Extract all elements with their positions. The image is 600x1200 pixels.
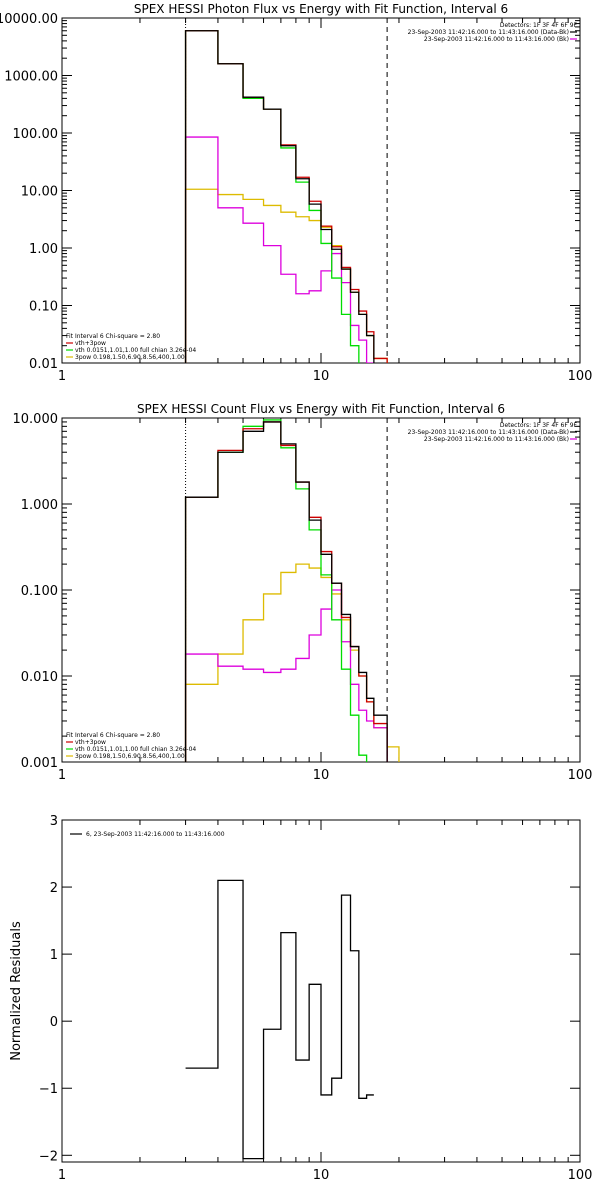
legend-text: Fit Interval 6 Chi-square = 2.80: [66, 732, 160, 739]
annotation-text: 23-Sep-2003 11:42:16.000 to 11:43:16.000…: [424, 36, 569, 43]
y-tick-label: 0.10: [29, 300, 58, 315]
y-tick-label: 10.000: [13, 412, 59, 427]
y-tick-label: 0: [50, 1015, 58, 1030]
y-tick-label: 0.001: [21, 756, 58, 771]
y-tick-label: 1.000: [21, 498, 58, 513]
annotation-text: 23-Sep-2003 11:42:16.000 to 11:43:16.000…: [424, 436, 569, 443]
chart-title: SPEX HESSI Photon Flux vs Energy with Fi…: [134, 2, 508, 16]
x-tick-label: 10: [313, 768, 330, 783]
series-line: [184, 30, 375, 363]
y-axis-label: Normalized Residuals: [9, 921, 24, 1061]
x-tick-label: 10: [313, 1168, 330, 1183]
annotation-text: Detectors: 1F 3F 4F 6F 9F: [500, 422, 578, 429]
series-line: [184, 136, 375, 363]
chart-title: SPEX HESSI Count Flux vs Energy with Fit…: [137, 402, 505, 416]
y-tick-label: 10000.00: [0, 12, 58, 27]
x-tick-label: 1: [58, 369, 66, 384]
legend-text: vth+3pow: [75, 739, 106, 746]
y-tick-label: 1000.00: [4, 70, 58, 85]
series-line: [184, 188, 388, 363]
series-line: [184, 421, 388, 762]
y-tick-label: 3: [50, 814, 58, 829]
y-tick-label: 0.100: [21, 584, 58, 599]
y-tick-label: 1.00: [29, 242, 58, 257]
y-tick-label: 2: [50, 881, 58, 896]
annotation-text: 23-Sep-2003 11:42:16.000 to 11:43:16.000…: [408, 29, 569, 36]
y-tick-label: 0.01: [29, 357, 58, 372]
y-tick-label: −2: [39, 1149, 58, 1164]
legend-text: Fit Interval 6 Chi-square = 2.80: [66, 333, 160, 340]
legend-text: vth+3pow: [75, 340, 106, 347]
y-tick-label: 100.00: [13, 127, 59, 142]
series-line: [184, 421, 388, 762]
series-group: [184, 30, 388, 363]
legend-text: 3pow 0.198,1.50,6.90,8.56,400,1.00: [75, 354, 185, 361]
x-tick-label: 1: [58, 768, 66, 783]
y-tick-label: 0.010: [21, 670, 58, 685]
legend-text: 3pow 0.198,1.50,6.90,8.56,400,1.00: [75, 753, 185, 760]
series-group: [184, 419, 400, 762]
annotation-text: Detectors: 1F 3F 4F 6F 9F: [500, 22, 578, 29]
series-line: [184, 30, 388, 363]
plot-frame: [61, 17, 581, 364]
x-tick-label: 100: [568, 369, 593, 384]
series-line: [184, 30, 360, 363]
series-group: [185, 879, 374, 1160]
x-tick-label: 100: [568, 1168, 593, 1183]
y-tick-label: −1: [39, 1082, 58, 1097]
series-line: [184, 563, 400, 762]
x-tick-label: 10: [313, 369, 330, 384]
legend-text: vth 0.0151,1.01,1.00 full chian 3.26e-04: [75, 347, 196, 354]
plot-frame: [61, 417, 581, 763]
y-tick-label: 1: [50, 948, 58, 963]
legend-text: 6, 23-Sep-2003 11:42:16.000 to 11:43:16.…: [86, 831, 225, 838]
legend-text: vth 0.0151,1.01,1.00 full chian 3.26e-04: [75, 746, 196, 753]
series-line: [184, 589, 388, 762]
annotation-text: 23-Sep-2003 11:42:16.000 to 11:43:16.000…: [408, 429, 569, 436]
x-tick-label: 100: [568, 768, 593, 783]
y-tick-label: 10.00: [21, 185, 58, 200]
series-line: [185, 879, 374, 1160]
series-line: [184, 419, 368, 762]
x-tick-label: 1: [58, 1168, 66, 1183]
